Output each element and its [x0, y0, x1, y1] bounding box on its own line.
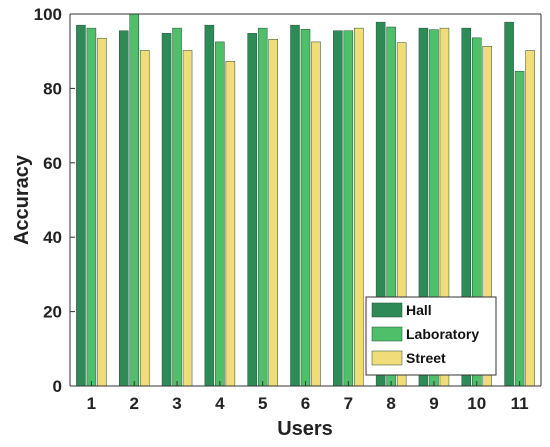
bar-hall-user-4 — [204, 24, 215, 387]
bar-laboratory-user-1 — [86, 27, 97, 387]
bar-hall-user-7 — [333, 30, 343, 387]
bar-laboratory-user-2 — [129, 13, 139, 387]
x-tick-label-9: 9 — [429, 394, 438, 413]
bar-street-user-2 — [139, 50, 150, 387]
x-tick-label-3: 3 — [172, 394, 181, 413]
x-tick-label-10: 10 — [467, 394, 486, 413]
legend-swatch-street — [371, 350, 403, 366]
bar-hall-user-2 — [118, 30, 129, 387]
bar-hall-user-1 — [76, 24, 86, 387]
y-tick-label: 80 — [43, 79, 62, 98]
x-tick-label-6: 6 — [301, 394, 310, 413]
x-axis-title: Users — [277, 418, 333, 440]
bar-street-user-4 — [225, 60, 236, 387]
x-tick-label-2: 2 — [129, 394, 138, 413]
bar-hall-user-6 — [290, 24, 300, 387]
x-tick-label-1: 1 — [87, 394, 96, 413]
bar-hall-user-5 — [247, 33, 257, 387]
y-tick-label: 40 — [43, 228, 62, 247]
legend-label-hall: Hall — [406, 302, 432, 318]
x-tick-label-4: 4 — [215, 394, 225, 413]
bar-street-user-7 — [354, 27, 364, 387]
bar-street-user-1 — [97, 37, 107, 387]
bar-laboratory-user-11 — [514, 71, 525, 387]
legend-label-laboratory: Laboratory — [406, 326, 479, 342]
bar-laboratory-user-7 — [343, 30, 354, 387]
y-axis-title: Accuracy — [11, 154, 33, 245]
legend-swatch-laboratory — [371, 326, 403, 342]
bar-laboratory-user-5 — [257, 27, 268, 387]
legend: Hall Laboratory Street — [365, 296, 497, 376]
bar-laboratory-user-3 — [172, 27, 182, 387]
bar-street-user-6 — [311, 41, 321, 387]
y-tick-label: 20 — [43, 303, 62, 322]
bar-hall-user-3 — [161, 33, 172, 387]
legend-swatch-hall — [371, 302, 403, 318]
x-tick-label-7: 7 — [344, 394, 353, 413]
bar-laboratory-user-4 — [215, 41, 225, 387]
bar-laboratory-user-6 — [300, 29, 311, 387]
bar-street-user-5 — [268, 39, 278, 387]
y-tick-label: 0 — [53, 377, 62, 396]
y-tick-label: 100 — [34, 5, 62, 24]
y-axis-ticks: 0 20 40 60 80 100 — [34, 5, 75, 396]
x-tick-label-5: 5 — [258, 394, 267, 413]
bar-hall-user-11 — [504, 21, 514, 387]
y-tick-label: 60 — [43, 154, 62, 173]
x-axis-ticks: 1 2 3 4 5 6 7 8 9 10 11 — [87, 381, 529, 413]
bar-street-user-3 — [182, 50, 193, 387]
legend-label-street: Street — [406, 350, 446, 366]
x-tick-label-8: 8 — [386, 394, 395, 413]
bar-street-user-11 — [525, 50, 535, 387]
x-tick-label-11: 11 — [511, 394, 529, 413]
